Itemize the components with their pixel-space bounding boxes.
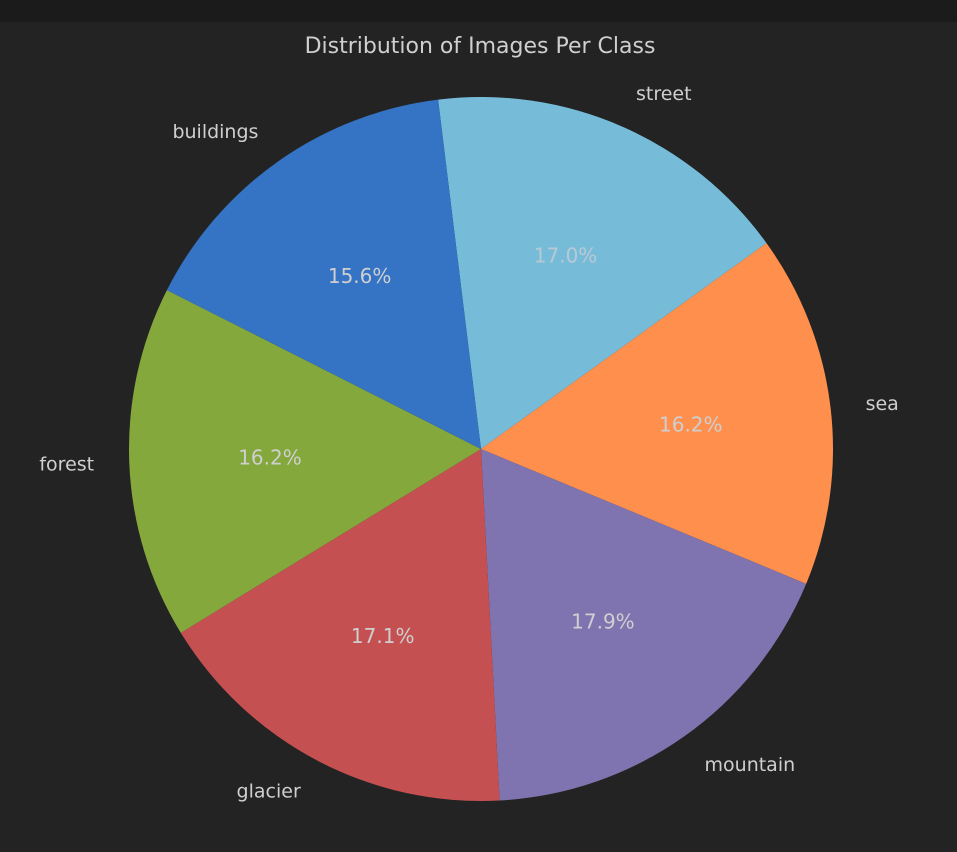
- percentage-labels: 17.0% 16.2% 17.9% 17.1% 16.2% 15.6%: [238, 243, 722, 647]
- category-label-mountain: mountain: [705, 754, 796, 776]
- category-labels: street sea mountain glacier forest buildings: [39, 83, 898, 803]
- pct-label-buildings: 15.6%: [328, 264, 392, 288]
- category-label-glacier: glacier: [237, 781, 301, 803]
- pct-label-mountain: 17.9%: [571, 609, 635, 633]
- category-label-forest: forest: [39, 454, 94, 476]
- category-label-sea: sea: [866, 393, 899, 415]
- category-label-buildings: buildings: [172, 121, 258, 143]
- pie-slice-street: [438, 97, 767, 450]
- pie-slice-mountain: [481, 449, 807, 801]
- category-label-street: street: [636, 83, 692, 105]
- pie-slices: [129, 97, 834, 801]
- chart-title: Distribution of Images Per Class: [305, 34, 656, 59]
- pct-label-glacier: 17.1%: [351, 624, 415, 648]
- pct-label-forest: 16.2%: [238, 446, 302, 470]
- pie-slice-sea: [481, 243, 834, 584]
- pct-label-street: 17.0%: [534, 243, 598, 267]
- pct-label-sea: 16.2%: [659, 413, 723, 437]
- pie-slice-glacier: [180, 449, 500, 801]
- pie-slice-forest: [129, 290, 482, 633]
- pie-slice-buildings: [166, 99, 482, 450]
